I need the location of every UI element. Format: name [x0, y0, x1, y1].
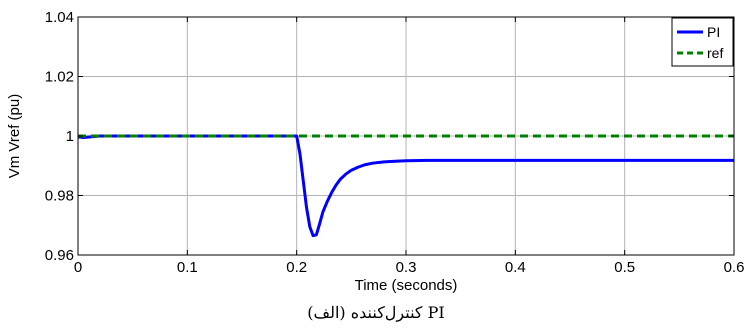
legend-label-pi: PI: [707, 24, 720, 40]
x-tick-label: 0.5: [614, 259, 635, 276]
y-tick-label: 1.04: [45, 9, 74, 26]
legend-box: [671, 17, 734, 67]
legend: PI ref: [671, 17, 734, 67]
series-line-pi: [77, 134, 734, 238]
y-tick-label: 1: [66, 128, 74, 145]
y-tick-label: 1.02: [45, 69, 74, 86]
x-tick-label: 0.4: [505, 259, 526, 276]
figure-caption: (الف) کنترل‌کننده PI: [307, 303, 445, 322]
y-tick-label: 0.96: [45, 247, 74, 264]
x-tick-label: 0.3: [396, 259, 417, 276]
x-tick-label: 0.6: [724, 259, 745, 276]
x-tick-label: 0.1: [177, 259, 198, 276]
x-tick-label: 0: [74, 259, 82, 276]
x-axis-label: Time (seconds): [355, 277, 458, 294]
x-tick-label: 0.2: [286, 259, 307, 276]
series-layer: [77, 134, 734, 238]
legend-label-ref: ref: [707, 45, 723, 61]
y-axis-label: Vm Vref (pu): [6, 94, 23, 178]
line-chart: 0 0.1 0.2 0.3 0.4 0.5 0.6 0.96 0.98 1 1.02 1.04 Tim…: [6, 9, 745, 294]
y-tick-label: 0.98: [45, 188, 74, 205]
axis-ticks: 0 0.1 0.2 0.3 0.4 0.5 0.6 0.96 0.98 1 1.02 1.04: [45, 9, 745, 276]
